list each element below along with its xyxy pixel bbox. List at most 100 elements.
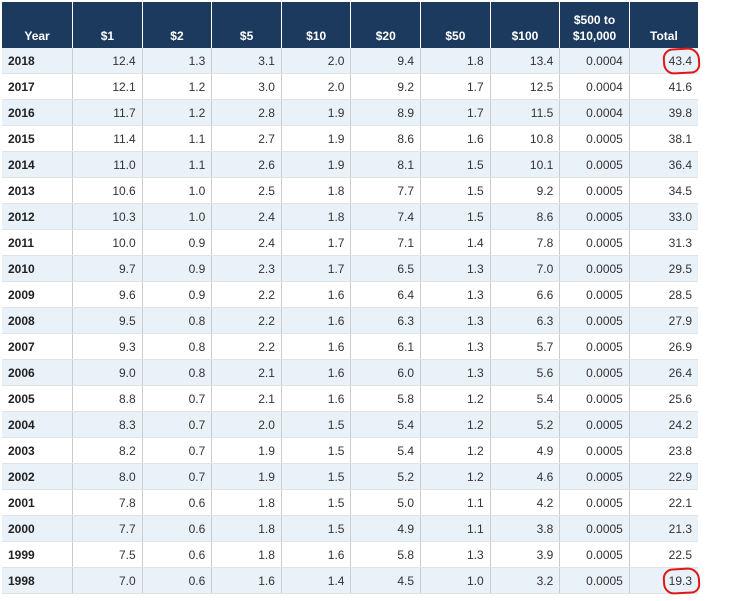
- cell-val-100-dollar: 3.2: [489, 567, 560, 594]
- header-20-dollar: $20: [350, 2, 421, 48]
- cell-val-1-dollar: 11.7: [72, 99, 143, 126]
- table-row: 2010 9.7 0.9 2.3 1.7 6.5 1.3 7.0 0.0005 29.5: [2, 255, 698, 282]
- cell-val-10-dollar: 1.6: [280, 385, 351, 412]
- cell-val-100-dollar: 5.7: [489, 333, 560, 360]
- cell-val-5-dollar: 2.1: [211, 359, 282, 386]
- cell-val-20-dollar: 5.8: [350, 385, 421, 412]
- cell-val-500-to-10000: 0.0005: [559, 281, 630, 308]
- header-year: Year: [2, 2, 73, 48]
- cell-val-100-dollar: 3.8: [489, 515, 560, 542]
- cell-val-100-dollar: 6.6: [489, 281, 560, 308]
- cell-val-10-dollar: 1.5: [280, 489, 351, 516]
- cell-val-100-dollar: 10.1: [489, 151, 560, 178]
- cell-val-1-dollar: 8.3: [72, 411, 143, 438]
- cell-val-20-dollar: 7.4: [350, 203, 421, 230]
- cell-val-5-dollar: 2.1: [211, 385, 282, 412]
- currency-table: Year $1 $2 $5 $10 $20 $50 $100 $500 to $1…: [2, 2, 698, 594]
- cell-val-50-dollar: 1.5: [420, 177, 491, 204]
- table-row: 2013 10.6 1.0 2.5 1.8 7.7 1.5 9.2 0.0005 34.5: [2, 177, 698, 204]
- cell-val-5-dollar: 2.2: [211, 307, 282, 334]
- cell-val-100-dollar: 3.9: [489, 541, 560, 568]
- cell-val-500-to-10000: 0.0005: [559, 515, 630, 542]
- cell-val-10-dollar: 1.5: [280, 437, 351, 464]
- table-row: 2012 10.3 1.0 2.4 1.8 7.4 1.5 8.6 0.0005 33.0: [2, 203, 698, 230]
- cell-total: 24.2: [628, 411, 698, 438]
- cell-val-10-dollar: 2.0: [280, 73, 351, 100]
- cell-val-2-dollar: 0.8: [141, 307, 212, 334]
- cell-val-50-dollar: 1.3: [420, 333, 491, 360]
- cell-year: 2013: [2, 177, 73, 204]
- cell-val-1-dollar: 7.0: [72, 567, 143, 594]
- cell-val-100-dollar: 5.6: [489, 359, 560, 386]
- table-row: 2005 8.8 0.7 2.1 1.6 5.8 1.2 5.4 0.0005 25.6: [2, 385, 698, 412]
- cell-val-20-dollar: 6.3: [350, 307, 421, 334]
- cell-val-100-dollar: 9.2: [489, 177, 560, 204]
- cell-val-500-to-10000: 0.0005: [559, 307, 630, 334]
- cell-val-5-dollar: 2.2: [211, 281, 282, 308]
- cell-val-100-dollar: 10.8: [489, 125, 560, 152]
- cell-val-5-dollar: 2.0: [211, 411, 282, 438]
- cell-val-1-dollar: 8.8: [72, 385, 143, 412]
- cell-val-20-dollar: 7.1: [350, 229, 421, 256]
- cell-val-1-dollar: 9.0: [72, 359, 143, 386]
- cell-total: 29.5: [628, 255, 698, 282]
- cell-val-20-dollar: 4.5: [350, 567, 421, 594]
- cell-val-2-dollar: 0.7: [141, 411, 212, 438]
- cell-val-50-dollar: 1.2: [420, 385, 491, 412]
- cell-total: 27.9: [628, 307, 698, 334]
- cell-val-20-dollar: 8.1: [350, 151, 421, 178]
- cell-val-50-dollar: 1.7: [420, 99, 491, 126]
- cell-val-20-dollar: 9.4: [350, 48, 421, 74]
- cell-val-500-to-10000: 0.0004: [559, 99, 630, 126]
- cell-val-50-dollar: 1.3: [420, 541, 491, 568]
- cell-val-100-dollar: 11.5: [489, 99, 560, 126]
- cell-val-5-dollar: 1.8: [211, 489, 282, 516]
- cell-year: 1999: [2, 541, 73, 568]
- header-500-line1: $500 to: [573, 13, 616, 27]
- cell-val-20-dollar: 8.6: [350, 125, 421, 152]
- cell-val-10-dollar: 1.8: [280, 177, 351, 204]
- cell-val-50-dollar: 1.0: [420, 567, 491, 594]
- cell-val-100-dollar: 6.3: [489, 307, 560, 334]
- cell-total: 28.5: [628, 281, 698, 308]
- cell-year: 2016: [2, 99, 73, 126]
- cell-val-5-dollar: 1.6: [211, 567, 282, 594]
- cell-val-2-dollar: 1.2: [141, 73, 212, 100]
- cell-val-500-to-10000: 0.0005: [559, 489, 630, 516]
- cell-val-5-dollar: 2.8: [211, 99, 282, 126]
- cell-val-1-dollar: 8.0: [72, 463, 143, 490]
- cell-val-500-to-10000: 0.0005: [559, 541, 630, 568]
- cell-val-5-dollar: 2.7: [211, 125, 282, 152]
- cell-val-5-dollar: 2.6: [211, 151, 282, 178]
- cell-val-10-dollar: 1.4: [280, 567, 351, 594]
- cell-val-20-dollar: 5.2: [350, 463, 421, 490]
- cell-val-5-dollar: 1.8: [211, 515, 282, 542]
- cell-val-500-to-10000: 0.0005: [559, 567, 630, 594]
- cell-val-10-dollar: 1.6: [280, 307, 351, 334]
- cell-total: 21.3: [628, 515, 698, 542]
- cell-year: 2003: [2, 437, 73, 464]
- table-row: 2001 7.8 0.6 1.8 1.5 5.0 1.1 4.2 0.0005 22.1: [2, 489, 698, 516]
- header-2-dollar: $2: [141, 2, 212, 48]
- cell-val-2-dollar: 0.6: [141, 541, 212, 568]
- cell-val-500-to-10000: 0.0005: [559, 437, 630, 464]
- cell-val-10-dollar: 1.7: [280, 255, 351, 282]
- header-row: Year $1 $2 $5 $10 $20 $50 $100 $500 to $1…: [2, 2, 698, 48]
- cell-val-10-dollar: 1.6: [280, 281, 351, 308]
- cell-val-50-dollar: 1.7: [420, 73, 491, 100]
- cell-val-10-dollar: 1.9: [280, 125, 351, 152]
- cell-total: 34.5: [628, 177, 698, 204]
- cell-val-20-dollar: 6.5: [350, 255, 421, 282]
- cell-val-20-dollar: 6.1: [350, 333, 421, 360]
- cell-val-100-dollar: 8.6: [489, 203, 560, 230]
- cell-val-50-dollar: 1.6: [420, 125, 491, 152]
- cell-val-2-dollar: 0.9: [141, 281, 212, 308]
- cell-total: 25.6: [628, 385, 698, 412]
- cell-val-10-dollar: 1.6: [280, 541, 351, 568]
- cell-total: 39.8: [628, 99, 698, 126]
- cell-total: 23.8: [628, 437, 698, 464]
- cell-val-5-dollar: 3.1: [211, 48, 282, 74]
- cell-val-2-dollar: 1.1: [141, 125, 212, 152]
- cell-val-20-dollar: 5.8: [350, 541, 421, 568]
- cell-val-50-dollar: 1.5: [420, 203, 491, 230]
